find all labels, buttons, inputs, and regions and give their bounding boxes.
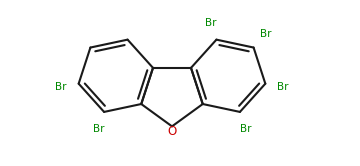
Text: Br: Br [240,124,251,134]
Text: O: O [167,125,177,138]
Text: Br: Br [93,124,104,134]
Text: Br: Br [260,29,271,39]
Text: Br: Br [277,83,289,92]
Text: Br: Br [55,83,67,92]
Text: Br: Br [205,18,217,28]
